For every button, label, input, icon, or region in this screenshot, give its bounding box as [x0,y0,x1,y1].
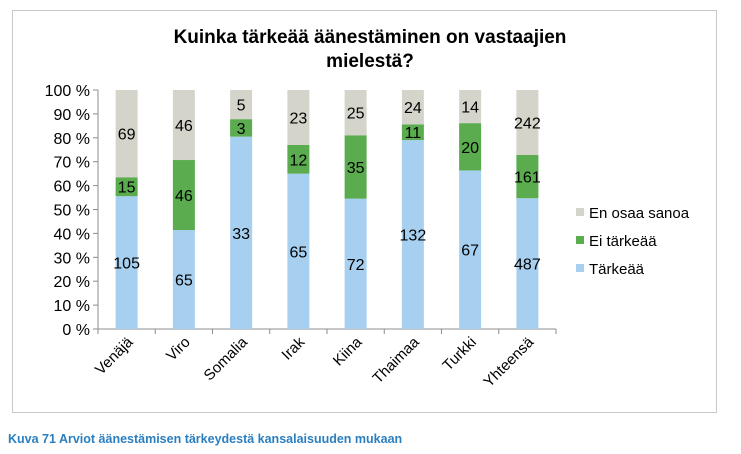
x-tick-label: Somalia [201,333,252,384]
y-tick-label: 0 % [62,322,90,339]
bar-segment [172,90,195,161]
data-label: 12 [289,152,307,169]
bar-segment [344,90,367,136]
y-tick-label: 50 % [54,203,90,220]
bar-segment [459,123,482,171]
x-tick-label: Turkki [439,334,480,375]
y-tick-label: 90 % [54,107,90,124]
bar-segment [401,90,424,125]
data-label: 69 [118,127,136,144]
figure-caption: Kuva 71 Arviot äänestämisen tärkeydestä … [8,432,403,446]
bar-segment [287,144,310,174]
data-label: 25 [347,106,365,123]
bar-segment [516,90,539,155]
bar-segment [115,196,138,329]
bar-segment [115,90,138,178]
bar-segment [172,230,195,329]
x-tick-label: Viro [163,334,194,365]
legend-swatch [576,264,584,272]
bar-segment [287,173,310,329]
bar-segment [516,198,539,329]
chart-title-line-2: mielestä? [326,51,414,72]
data-label: 65 [289,244,307,261]
bar-segment [230,90,253,120]
data-label: 11 [405,125,422,142]
bar-segment [230,136,253,329]
data-label: 132 [400,228,427,245]
data-label: 3 [237,121,246,138]
bar-segment [401,140,424,329]
bar-segment [230,119,253,137]
y-tick-label: 30 % [54,250,90,267]
data-label: 67 [461,243,479,260]
bar-segment [459,170,482,329]
data-label: 161 [514,170,541,187]
y-tick-label: 10 % [54,298,90,315]
legend: En osaa sanoa Ei tärkeää Tärkeää [576,205,690,278]
data-label: 23 [289,110,307,127]
data-label: 15 [118,180,136,197]
y-tick-label: 20 % [54,274,90,291]
bar-segment [115,177,138,197]
data-label: 65 [175,273,193,290]
x-tick-label: Kiina [330,333,366,369]
y-tick-label: 60 % [54,179,90,196]
y-tick-label: 70 % [54,155,90,172]
data-label: 46 [175,188,193,205]
x-tick-label: Irak [278,333,308,363]
y-tick-label: 40 % [54,226,90,243]
x-tick-label: Venäjä [92,333,137,378]
chart-title-line-1: Kuinka tärkeää äänestäminen on vastaajie… [174,27,567,48]
bar-segment [287,90,310,145]
data-label: 35 [347,160,365,177]
bar-segment [459,90,482,124]
data-label: 14 [461,100,479,117]
data-label: 487 [514,257,541,274]
x-tick-label: Thaimaa [369,333,423,387]
bar-segment [401,124,424,141]
legend-swatch [576,208,584,216]
data-label: 105 [113,256,140,273]
data-label: 46 [175,118,193,135]
bar-segment [344,135,367,199]
data-label: 33 [232,226,250,243]
y-tick-label: 80 % [54,131,90,148]
data-label: 242 [514,115,541,132]
legend-label: Tärkeää [589,261,645,278]
legend-label: En osaa sanoa [589,205,690,222]
y-tick-label: 100 % [45,83,90,100]
data-label: 24 [404,100,422,117]
bar-segment [516,154,539,199]
x-tick-label: Yhteensä [480,333,537,390]
data-label: 72 [347,257,365,274]
plot-area: 0 % 10 % 20 % 30 % 40 % 50 % 60 % 70 % 80 % 90 % 1… [45,83,557,391]
data-label: 5 [237,98,246,115]
legend-swatch [576,236,584,244]
bar-segment [172,160,195,231]
legend-label: Ei tärkeää [589,233,657,250]
data-label: 20 [461,140,479,157]
bar-segment [344,198,367,329]
